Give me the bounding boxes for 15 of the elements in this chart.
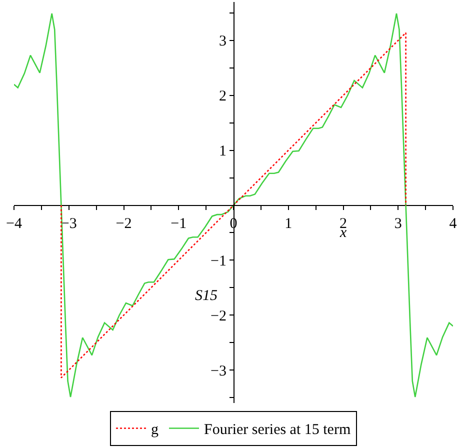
x-tick-label: 3 [394, 216, 402, 232]
legend-label: g [151, 422, 159, 438]
y-tick-label: 1 [219, 144, 226, 160]
x-tick-label: 1 [284, 216, 292, 232]
x-tick-label: 4 [449, 216, 458, 232]
y-axis-title: S15 [195, 288, 218, 304]
y-tick-label: −2 [210, 308, 226, 324]
y-tick-label: 3 [219, 34, 226, 50]
x-tick-label: −1 [170, 216, 187, 232]
y-tick-label: −1 [210, 253, 226, 270]
y-tick-label: 2 [219, 88, 226, 105]
x-tick-label: −2 [116, 216, 132, 232]
x-tick-label: −4 [6, 216, 22, 232]
legend-label: Fourier series at 15 term [204, 422, 351, 438]
y-tick-label: −3 [210, 363, 226, 380]
